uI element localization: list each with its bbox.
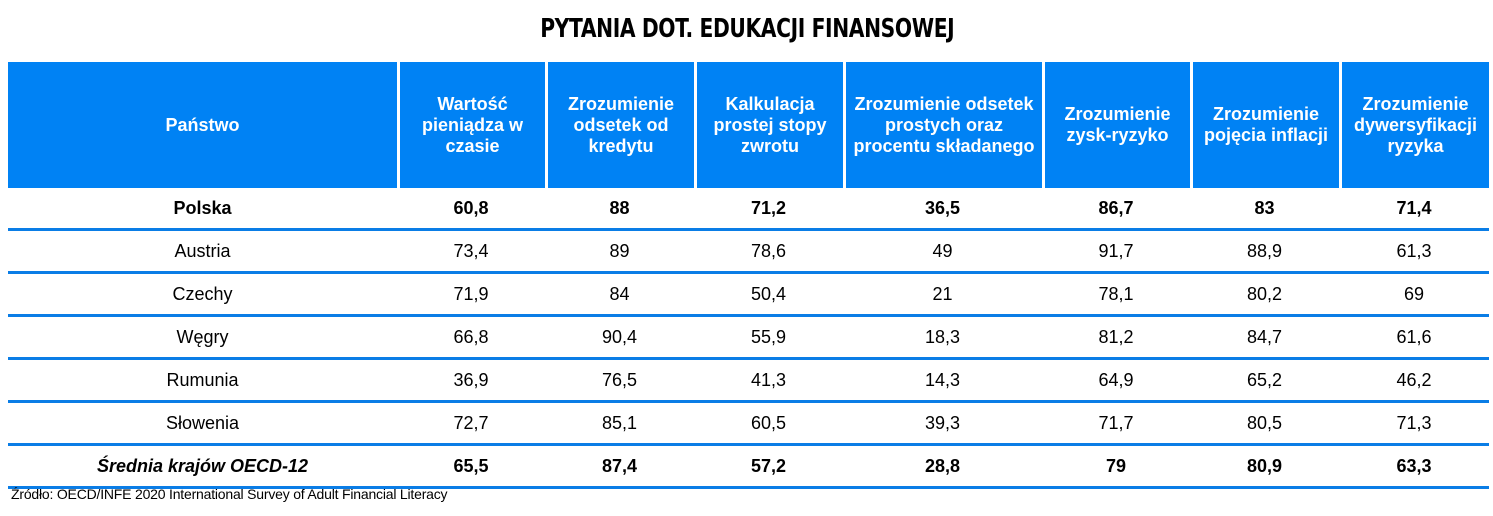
table-header-row: Państwo Wartość pieniądza w czasie Zrozu…	[8, 62, 1489, 188]
value-cell: 36,5	[843, 188, 1042, 231]
table-row: Węgry 66,8 90,4 55,9 18,3 81,2 84,7 61,6	[8, 317, 1489, 360]
table-row: Rumunia 36,9 76,5 41,3 14,3 64,9 65,2 46…	[8, 360, 1489, 403]
value-cell: 50,4	[694, 274, 843, 317]
value-cell: 80,5	[1190, 403, 1339, 446]
value-cell: 64,9	[1042, 360, 1190, 403]
header-simple-return: Kalkulacja prostej stopy zwrotu	[694, 62, 843, 188]
value-cell: 61,6	[1339, 317, 1489, 360]
financial-literacy-table: Państwo Wartość pieniądza w czasie Zrozu…	[8, 62, 1489, 489]
value-cell: 84	[545, 274, 694, 317]
value-cell: 60,8	[397, 188, 545, 231]
country-cell: Rumunia	[8, 360, 397, 403]
value-cell: 79	[1042, 446, 1190, 489]
value-cell: 63,3	[1339, 446, 1489, 489]
value-cell: 39,3	[843, 403, 1042, 446]
value-cell: 66,8	[397, 317, 545, 360]
country-cell: Średnia krajów OECD-12	[8, 446, 397, 489]
value-cell: 18,3	[843, 317, 1042, 360]
table-row-average: Średnia krajów OECD-12 65,5 87,4 57,2 28…	[8, 446, 1489, 489]
value-cell: 71,3	[1339, 403, 1489, 446]
value-cell: 46,2	[1339, 360, 1489, 403]
value-cell: 65,5	[397, 446, 545, 489]
value-cell: 90,4	[545, 317, 694, 360]
value-cell: 57,2	[694, 446, 843, 489]
value-cell: 55,9	[694, 317, 843, 360]
value-cell: 84,7	[1190, 317, 1339, 360]
header-time-value-of-money: Wartość pieniądza w czasie	[397, 62, 545, 188]
page-title: PYTANIA DOT. EDUKACJI FINANSOWEJ	[540, 14, 955, 44]
value-cell: 72,7	[397, 403, 545, 446]
country-cell: Austria	[8, 231, 397, 274]
value-cell: 36,9	[397, 360, 545, 403]
value-cell: 78,6	[694, 231, 843, 274]
table-row: Polska 60,8 88 71,2 36,5 86,7 83 71,4	[8, 188, 1489, 231]
value-cell: 71,9	[397, 274, 545, 317]
value-cell: 71,4	[1339, 188, 1489, 231]
header-loan-interest: Zrozumienie odsetek od kredytu	[545, 62, 694, 188]
country-cell: Polska	[8, 188, 397, 231]
table-row: Austria 73,4 89 78,6 49 91,7 88,9 61,3	[8, 231, 1489, 274]
value-cell: 87,4	[545, 446, 694, 489]
country-cell: Węgry	[8, 317, 397, 360]
value-cell: 91,7	[1042, 231, 1190, 274]
value-cell: 49	[843, 231, 1042, 274]
table-row: Słowenia 72,7 85,1 60,5 39,3 71,7 80,5 7…	[8, 403, 1489, 446]
value-cell: 60,5	[694, 403, 843, 446]
value-cell: 80,9	[1190, 446, 1339, 489]
header-risk-return: Zrozumienie zysk-ryzyko	[1042, 62, 1190, 188]
value-cell: 85,1	[545, 403, 694, 446]
header-country: Państwo	[8, 62, 397, 188]
header-simple-compound-interest: Zrozumienie odsetek prostych oraz procen…	[843, 62, 1042, 188]
value-cell: 86,7	[1042, 188, 1190, 231]
header-risk-diversification: Zrozumienie dywersyfikacji ryzyka	[1339, 62, 1489, 188]
value-cell: 81,2	[1042, 317, 1190, 360]
value-cell: 21	[843, 274, 1042, 317]
value-cell: 41,3	[694, 360, 843, 403]
table-row: Czechy 71,9 84 50,4 21 78,1 80,2 69	[8, 274, 1489, 317]
value-cell: 88,9	[1190, 231, 1339, 274]
value-cell: 89	[545, 231, 694, 274]
header-inflation: Zrozumienie pojęcia inflacji	[1190, 62, 1339, 188]
value-cell: 73,4	[397, 231, 545, 274]
value-cell: 61,3	[1339, 231, 1489, 274]
value-cell: 88	[545, 188, 694, 231]
value-cell: 69	[1339, 274, 1489, 317]
value-cell: 65,2	[1190, 360, 1339, 403]
value-cell: 71,2	[694, 188, 843, 231]
value-cell: 14,3	[843, 360, 1042, 403]
value-cell: 71,7	[1042, 403, 1190, 446]
value-cell: 80,2	[1190, 274, 1339, 317]
value-cell: 78,1	[1042, 274, 1190, 317]
value-cell: 76,5	[545, 360, 694, 403]
country-cell: Czechy	[8, 274, 397, 317]
value-cell: 83	[1190, 188, 1339, 231]
country-cell: Słowenia	[8, 403, 397, 446]
value-cell: 28,8	[843, 446, 1042, 489]
source-note: Źródło: OECD/INFE 2020 International Sur…	[11, 486, 448, 502]
